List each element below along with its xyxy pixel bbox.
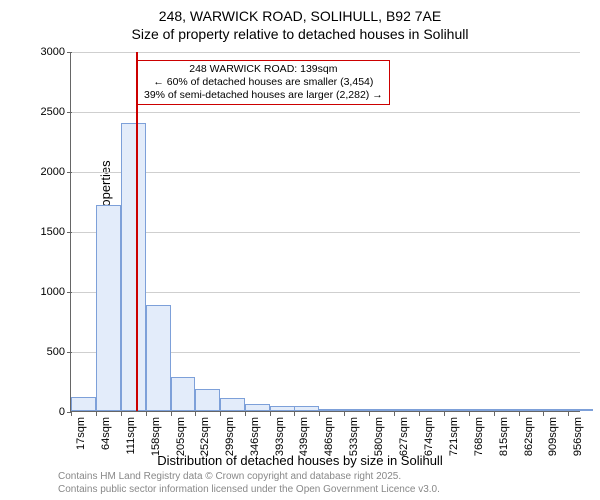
histogram-bar <box>494 409 519 411</box>
x-tick-mark <box>419 411 420 416</box>
reference-marker-line <box>136 52 138 411</box>
x-tick-label: 252sqm <box>199 417 211 456</box>
y-tick-label: 500 <box>47 346 71 358</box>
histogram-bar <box>369 409 394 411</box>
x-tick-mark <box>344 411 345 416</box>
x-tick-mark <box>71 411 72 416</box>
title-line-1: 248, WARWICK ROAD, SOLIHULL, B92 7AE <box>0 8 600 26</box>
x-tick-label: 956sqm <box>572 417 584 456</box>
histogram-bar <box>195 389 220 411</box>
y-tick-label: 2000 <box>41 166 71 178</box>
histogram-bar <box>444 409 469 411</box>
x-tick-mark <box>494 411 495 416</box>
x-tick-label: 909sqm <box>547 417 559 456</box>
title-line-2: Size of property relative to detached ho… <box>0 26 600 44</box>
y-tick-label: 0 <box>59 406 71 418</box>
histogram-bar <box>519 409 544 411</box>
x-tick-label: 674sqm <box>423 417 435 456</box>
x-tick-label: 486sqm <box>323 417 335 456</box>
histogram-bar <box>294 406 319 411</box>
x-tick-mark <box>245 411 246 416</box>
histogram-bar <box>121 123 146 411</box>
x-tick-label: 627sqm <box>398 417 410 456</box>
x-tick-mark <box>444 411 445 416</box>
histogram-bar <box>419 409 444 411</box>
annotation-line: 248 WARWICK ROAD: 139sqm <box>144 63 383 76</box>
attribution-line-2: Contains public sector information licen… <box>58 484 440 497</box>
annotation-line: ← 60% of detached houses are smaller (3,… <box>144 76 383 89</box>
attribution-line-1: Contains HM Land Registry data © Crown c… <box>58 471 440 484</box>
x-tick-mark <box>469 411 470 416</box>
x-tick-mark <box>171 411 172 416</box>
histogram-bar <box>319 409 344 411</box>
histogram-bar <box>543 409 568 411</box>
gridline <box>71 172 580 173</box>
x-tick-mark <box>121 411 122 416</box>
x-tick-label: 580sqm <box>373 417 385 456</box>
x-tick-label: 299sqm <box>224 417 236 456</box>
gridline <box>71 112 580 113</box>
histogram-bar <box>96 205 121 411</box>
annotation-line: 39% of semi-detached houses are larger (… <box>144 89 383 102</box>
y-tick-label: 1500 <box>41 226 71 238</box>
histogram-bar <box>469 409 494 411</box>
annotation-box: 248 WARWICK ROAD: 139sqm← 60% of detache… <box>137 60 390 105</box>
x-tick-mark <box>568 411 569 416</box>
histogram-bar <box>146 305 171 411</box>
x-tick-label: 721sqm <box>448 417 460 456</box>
x-tick-mark <box>519 411 520 416</box>
histogram-bar <box>270 406 295 411</box>
chart-title: 248, WARWICK ROAD, SOLIHULL, B92 7AE Siz… <box>0 8 600 43</box>
x-tick-mark <box>319 411 320 416</box>
x-tick-mark <box>220 411 221 416</box>
x-tick-mark <box>146 411 147 416</box>
x-axis-label: Distribution of detached houses by size … <box>0 453 600 468</box>
histogram-bar <box>71 397 96 411</box>
x-tick-label: 533sqm <box>348 417 360 456</box>
y-tick-label: 1000 <box>41 286 71 298</box>
x-tick-label: 346sqm <box>249 417 261 456</box>
y-tick-label: 2500 <box>41 106 71 118</box>
x-tick-label: 158sqm <box>150 417 162 456</box>
histogram-bar <box>245 404 270 411</box>
x-tick-mark <box>195 411 196 416</box>
x-tick-label: 64sqm <box>100 417 112 450</box>
histogram-bar <box>171 377 196 411</box>
x-tick-label: 205sqm <box>175 417 187 456</box>
y-tick-label: 3000 <box>41 46 71 58</box>
x-tick-mark <box>270 411 271 416</box>
gridline <box>71 52 580 53</box>
x-tick-label: 862sqm <box>523 417 535 456</box>
x-tick-mark <box>394 411 395 416</box>
x-tick-label: 768sqm <box>473 417 485 456</box>
chart-container: 248, WARWICK ROAD, SOLIHULL, B92 7AE Siz… <box>0 0 600 500</box>
histogram-bar <box>568 409 593 411</box>
gridline <box>71 232 580 233</box>
x-tick-label: 439sqm <box>298 417 310 456</box>
x-tick-label: 17sqm <box>75 417 87 450</box>
histogram-bar <box>220 398 245 411</box>
x-tick-label: 815sqm <box>498 417 510 456</box>
attribution: Contains HM Land Registry data © Crown c… <box>58 471 440 496</box>
x-tick-mark <box>369 411 370 416</box>
x-tick-mark <box>294 411 295 416</box>
histogram-bar <box>394 409 419 411</box>
x-tick-mark <box>543 411 544 416</box>
plot-area: 05001000150020002500300017sqm64sqm111sqm… <box>70 52 580 412</box>
x-tick-label: 111sqm <box>125 417 137 455</box>
histogram-bar <box>344 409 369 411</box>
gridline <box>71 292 580 293</box>
x-tick-mark <box>96 411 97 416</box>
x-tick-label: 393sqm <box>274 417 286 456</box>
